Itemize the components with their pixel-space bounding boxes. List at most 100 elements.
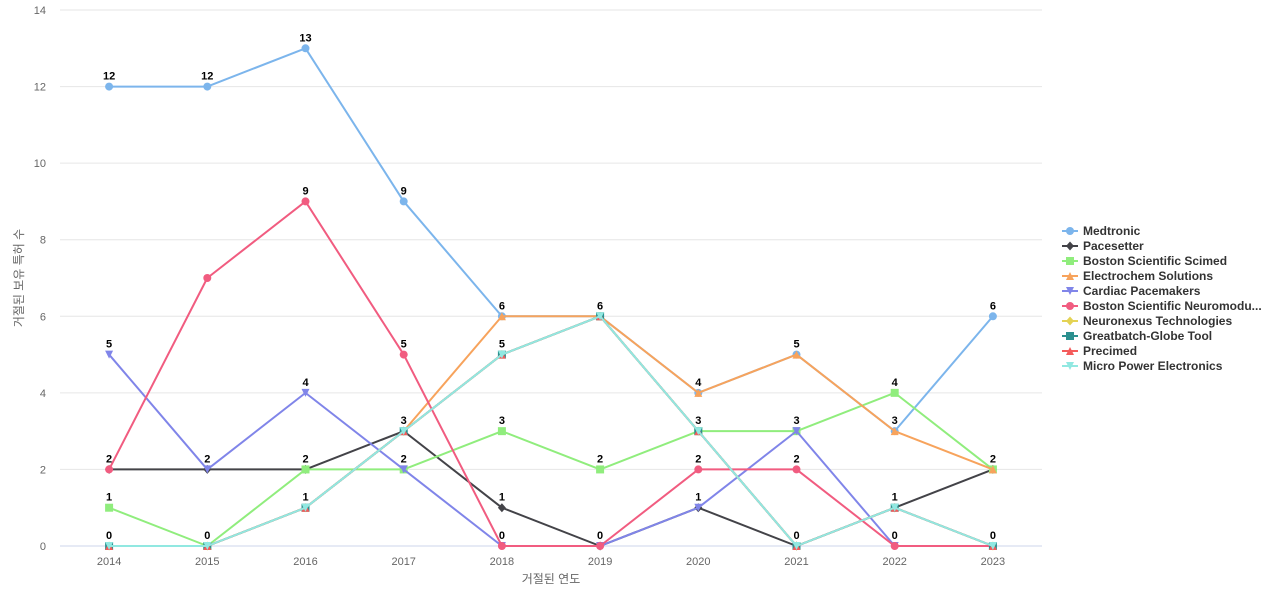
- x-axis-ticks: 2014 2015 2016 2017 2018 2019 2020 2021 2022 2023: [97, 556, 1005, 568]
- legend-item[interactable]: Greatbatch-Globe Tool: [1062, 329, 1212, 343]
- data-label: 2: [990, 453, 996, 465]
- data-label: 1: [695, 492, 701, 504]
- data-point: [497, 312, 506, 321]
- data-label: 1: [302, 492, 308, 504]
- data-label: 3: [793, 415, 799, 427]
- data-point: [105, 503, 114, 512]
- y-tick-label: 8: [40, 235, 46, 247]
- x-tick-label: 2022: [882, 556, 906, 568]
- legend-item[interactable]: Pacesetter: [1062, 239, 1144, 253]
- legend-item[interactable]: Micro Power Electronics: [1062, 359, 1223, 373]
- x-axis-title: 거절된 연도: [522, 572, 581, 586]
- y-tick-label: 10: [34, 158, 46, 170]
- data-point: [792, 542, 801, 550]
- data-label: 2: [106, 453, 112, 465]
- legend-item[interactable]: Electrochem Solutions: [1062, 269, 1213, 283]
- data-label: 1: [499, 492, 505, 504]
- legend-item[interactable]: Precimed: [1062, 344, 1137, 358]
- legend-item[interactable]: Cardiac Pacemakers: [1062, 284, 1201, 298]
- data-label: 0: [990, 530, 996, 542]
- legend-symbol: [1066, 302, 1074, 310]
- data-label: 0: [499, 530, 505, 542]
- legend-label: Precimed: [1083, 344, 1137, 358]
- data-point: [301, 503, 310, 512]
- data-label: 9: [401, 185, 407, 197]
- series-electrochem-solutions: [105, 312, 997, 550]
- series-line: [109, 315, 994, 547]
- data-label: 12: [201, 71, 213, 83]
- data-point: [497, 503, 506, 513]
- data-label: 4: [892, 377, 899, 389]
- series-greatbatch-globe-tool: [105, 312, 997, 550]
- legend-item[interactable]: Neuronexus Technologies: [1062, 314, 1232, 328]
- series-group: [105, 44, 997, 551]
- legend-symbol: [1066, 332, 1074, 340]
- data-point: [988, 312, 997, 321]
- data-point: [399, 350, 408, 359]
- data-point: [399, 197, 408, 206]
- y-tick-label: 14: [34, 5, 46, 17]
- data-label: 2: [793, 453, 799, 465]
- data-point: [301, 44, 310, 53]
- x-tick-label: 2019: [588, 556, 612, 568]
- legend-label: Pacesetter: [1083, 239, 1144, 253]
- data-point: [596, 465, 605, 474]
- data-point: [105, 465, 114, 474]
- data-label: 0: [597, 530, 603, 542]
- legend-item[interactable]: Boston Scientific Neuromodu...: [1062, 299, 1262, 313]
- x-tick-label: 2015: [195, 556, 219, 568]
- data-point: [988, 465, 997, 474]
- legend-label: Medtronic: [1083, 224, 1141, 238]
- data-label: 2: [302, 453, 308, 465]
- legend-label: Greatbatch-Globe Tool: [1083, 329, 1212, 343]
- data-point: [890, 542, 899, 550]
- data-point: [497, 542, 506, 550]
- y-tick-label: 12: [34, 82, 46, 94]
- series-precimed: [105, 312, 997, 550]
- data-point: [105, 350, 114, 359]
- data-point: [399, 465, 408, 474]
- legend-label: Neuronexus Technologies: [1083, 314, 1232, 328]
- legend-item[interactable]: Boston Scientific Scimed: [1062, 254, 1227, 268]
- data-label: 2: [401, 453, 407, 465]
- y-axis-ticks: 0 2 4 6 8 10 12 14: [34, 5, 46, 553]
- data-label: 6: [499, 300, 505, 312]
- y-tick-label: 6: [40, 311, 46, 323]
- data-point: [596, 312, 605, 321]
- data-point: [301, 388, 310, 397]
- series-line: [109, 315, 994, 547]
- data-point: [301, 465, 310, 474]
- x-tick-label: 2016: [293, 556, 317, 568]
- data-label: 5: [499, 339, 505, 351]
- data-label: 2: [204, 453, 210, 465]
- data-label: 12: [103, 71, 115, 83]
- data-label: 6: [990, 300, 996, 312]
- series-line: [109, 315, 994, 547]
- data-point: [105, 542, 114, 550]
- data-label: 3: [695, 415, 701, 427]
- series-line: [109, 315, 994, 547]
- data-label: 0: [204, 530, 210, 542]
- series-micro-power-electronics: [105, 312, 997, 550]
- legend-symbol: [1066, 287, 1074, 295]
- data-label: 2: [695, 453, 701, 465]
- data-label: 3: [499, 415, 505, 427]
- legend-item[interactable]: Medtronic: [1062, 224, 1141, 238]
- data-label: 9: [302, 185, 308, 197]
- legend-symbol: [1066, 316, 1074, 326]
- data-label: 1: [106, 492, 112, 504]
- data-point: [399, 427, 408, 436]
- data-labels: 1252101220139421953265310620432153204310…: [103, 32, 996, 542]
- data-point: [792, 427, 801, 436]
- legend-label: Boston Scientific Scimed: [1083, 254, 1227, 268]
- data-label: 2: [597, 453, 603, 465]
- data-point: [497, 350, 506, 359]
- data-point: [105, 82, 114, 91]
- x-tick-label: 2018: [490, 556, 514, 568]
- legend-symbol: [1066, 241, 1074, 251]
- x-tick-label: 2017: [391, 556, 415, 568]
- data-label: 4: [302, 377, 309, 389]
- legend-symbol: [1066, 272, 1074, 280]
